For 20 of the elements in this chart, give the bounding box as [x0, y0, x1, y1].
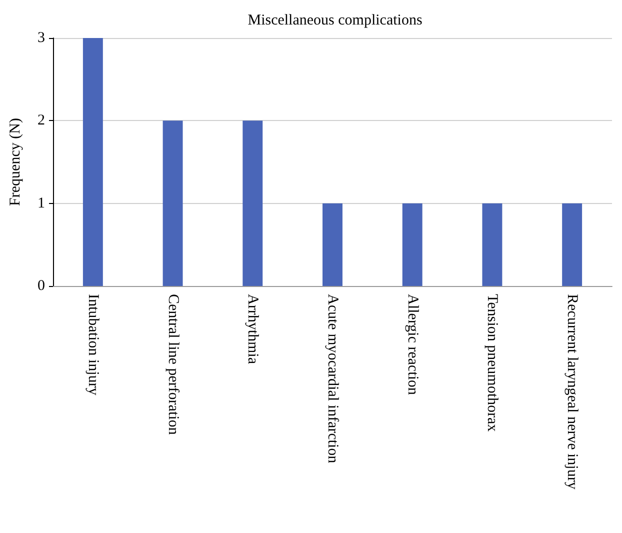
y-tick-label: 1: [38, 195, 45, 212]
bar: [482, 203, 502, 286]
x-tick-label: Allergic reaction: [404, 294, 420, 396]
bar: [322, 203, 342, 286]
bar: [162, 120, 183, 286]
y-tick-label: 0: [38, 278, 45, 294]
bar: [242, 120, 263, 286]
x-tick-label: Acute myocardial infarction: [324, 294, 340, 464]
chart-title: Miscellaneous complications: [248, 12, 422, 28]
x-tick-label: Recurrent laryngeal nerve injury: [564, 294, 580, 490]
bar: [562, 203, 582, 286]
bar: [82, 38, 103, 286]
y-tick-label: 2: [38, 112, 45, 129]
bar: [402, 203, 422, 286]
x-tick-label: Arrhythmia: [244, 294, 261, 364]
x-tick-label: Intubation injury: [84, 294, 101, 396]
y-tick-label: 3: [38, 30, 45, 46]
y-axis-title: Frequency (N): [8, 118, 24, 206]
x-tick-label: Central line perforation: [164, 294, 181, 436]
x-tick-label: Tension pneumothorax: [484, 294, 500, 432]
